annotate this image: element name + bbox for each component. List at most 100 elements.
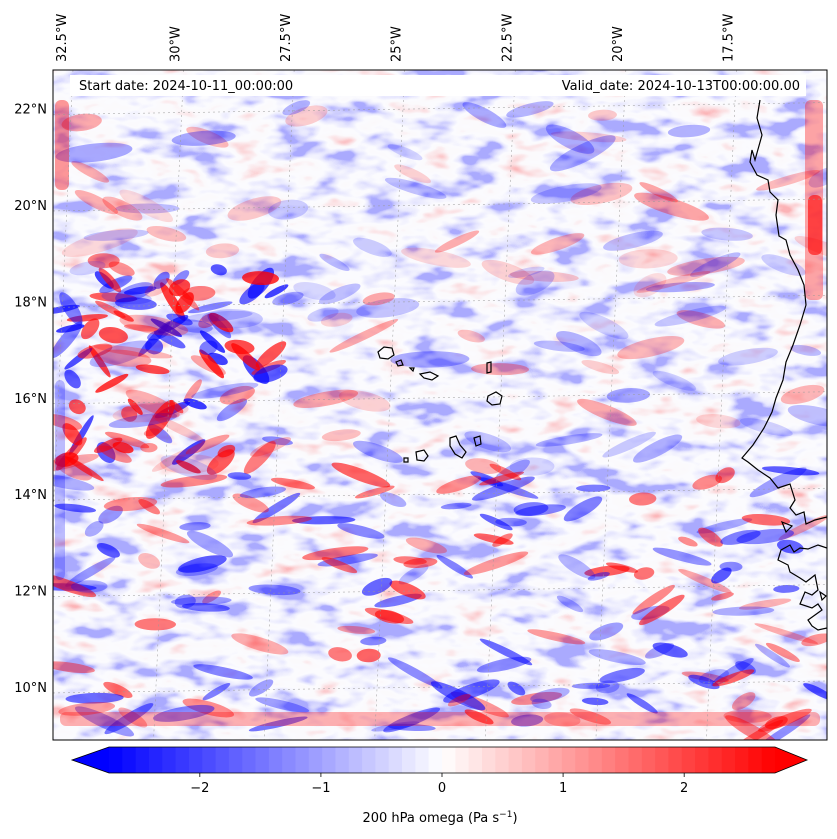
island-santiago: [449, 435, 467, 459]
omega-feature: [53, 573, 97, 598]
colorbar-segment: [721, 747, 736, 773]
omega-feature: [174, 319, 213, 333]
lat-gridline: [53, 391, 827, 405]
colorbar-min-extension: [72, 747, 109, 773]
colorbar-segment: [601, 747, 616, 773]
omega-feature: [509, 457, 555, 476]
colorbar-label-main: 200 hPa omega (Pa s: [362, 811, 499, 826]
island-fogo: [415, 449, 429, 462]
omega-feature: [208, 312, 234, 333]
omega-feature: [123, 324, 160, 332]
omega-feature: [436, 554, 474, 579]
omega-feature: [321, 557, 358, 574]
omega-feature: [602, 431, 656, 458]
omega-feature: [599, 667, 645, 684]
omega-feature: [356, 298, 420, 318]
omega-feature: [741, 514, 791, 526]
omega-feature: [123, 286, 157, 295]
lon-gridline: [153, 70, 184, 740]
colorbar-segment: [455, 747, 470, 773]
valid-date-label: Valid_date: 2024-10-13T00:00:00.00: [562, 79, 800, 94]
island-sal: [486, 361, 492, 374]
colorbar-segment: [282, 747, 297, 773]
omega-feature: [712, 606, 775, 616]
omega-feature: [577, 398, 637, 426]
omega-feature: [232, 493, 269, 513]
lat-gridline: [53, 680, 827, 694]
omega-feature: [645, 281, 715, 293]
lat-gridline: [53, 198, 827, 212]
omega-feature: [633, 567, 655, 580]
omega-feature: [171, 130, 236, 146]
omega-feature: [181, 602, 230, 612]
omega-feature: [151, 448, 192, 472]
omega-feature: [511, 691, 563, 705]
omega-feature: [74, 189, 118, 215]
omega-feature: [61, 113, 102, 132]
omega-feature: [652, 547, 712, 566]
omega-feature: [605, 562, 639, 573]
omega-feature: [56, 324, 85, 333]
colorbar-label-superscript: −1: [499, 810, 512, 820]
omega-feature: [749, 467, 807, 498]
colorbar-segment: [655, 747, 670, 773]
omega-feature: [361, 577, 393, 596]
colorbar-label: 200 hPa omega (Pa s−1): [362, 810, 517, 826]
omega-feature: [199, 349, 225, 379]
omega-feature: [511, 714, 544, 727]
colorbar-segment: [535, 747, 550, 773]
omega-feature: [84, 520, 104, 537]
omega-feature: [464, 431, 512, 453]
omega-feature: [479, 513, 513, 531]
omega-feature: [99, 445, 132, 463]
omega-feature: [292, 516, 356, 525]
omega-feature: [102, 196, 143, 221]
omega-feature: [65, 692, 124, 704]
boundary-strip: [60, 712, 820, 726]
omega-feature: [401, 247, 471, 268]
omega-feature: [556, 595, 584, 613]
omega-feature: [353, 440, 403, 463]
omega-feature: [588, 649, 646, 666]
omega-feature: [70, 580, 108, 593]
omega-feature: [119, 189, 173, 223]
omega-feature: [787, 404, 827, 427]
omega-feature: [96, 542, 120, 558]
colorbar-segment: [708, 747, 723, 773]
omega-feature: [405, 537, 447, 554]
omega-feature: [465, 458, 502, 474]
omega-feature: [65, 556, 116, 587]
latitude-tick-labels: 22°N 20°N 18°N 16°N 14°N 12°N 10°N: [14, 103, 47, 696]
omega-feature: [530, 183, 602, 204]
omega-feature: [463, 551, 529, 576]
colorbar-segment: [375, 747, 390, 773]
omega-feature: [58, 702, 116, 716]
omega-feature: [696, 414, 741, 429]
omega-feature: [176, 460, 201, 474]
colorbar-tick-label: 1: [559, 781, 567, 796]
colorbar-segment: [615, 747, 630, 773]
omega-feature: [618, 249, 678, 269]
omega-feature: [54, 503, 97, 513]
omega-feature: [550, 131, 627, 143]
gridlines: [53, 70, 827, 740]
omega-feature: [187, 301, 233, 314]
lat-tick-label: 10°N: [14, 681, 47, 696]
omega-feature: [53, 304, 80, 315]
colorbar-tick-label: 0: [438, 781, 446, 796]
colorbar-tick-label: −2: [190, 781, 209, 796]
omega-feature: [711, 592, 734, 601]
omega-feature: [112, 402, 189, 423]
omega-feature: [471, 476, 535, 501]
omega-feature: [394, 164, 432, 184]
omega-feature: [545, 124, 595, 154]
omega-feature: [731, 692, 756, 711]
omega-feature: [103, 681, 133, 698]
omega-feature: [307, 307, 339, 322]
omega-feature: [430, 681, 486, 711]
omega-feature: [87, 253, 120, 269]
colorbar-max-extension: [775, 747, 807, 773]
lat-tick-label: 12°N: [14, 585, 47, 600]
omega-field-features: [53, 100, 827, 740]
omega-feature: [581, 697, 609, 706]
